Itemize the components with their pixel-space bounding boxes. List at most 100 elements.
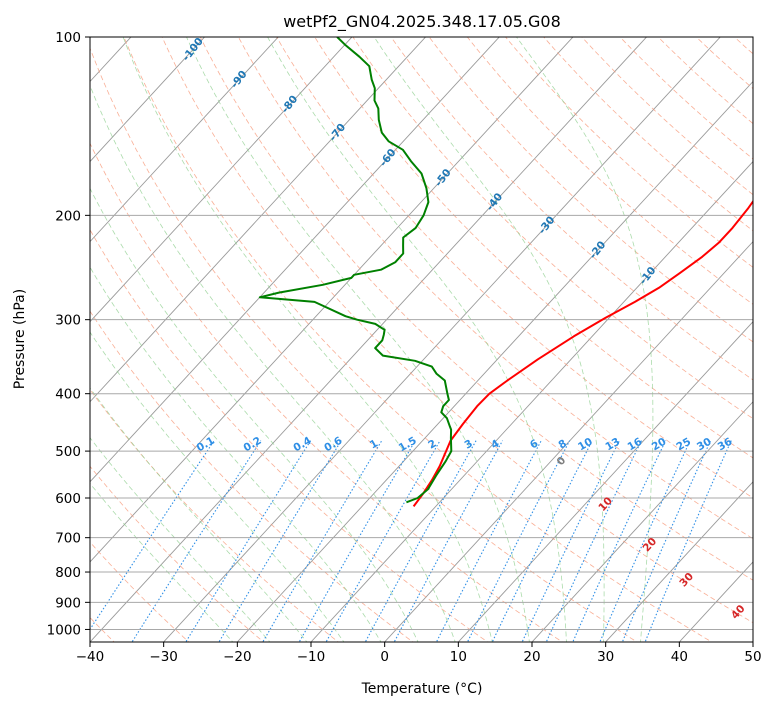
mixing-ratio-line (325, 440, 441, 642)
dry-adiabat-line (123, 37, 713, 642)
dewpoint-profile-line (258, 37, 453, 504)
mixing-ratio-line (572, 440, 667, 642)
y-axis-label: Pressure (hPa) (12, 289, 28, 389)
x-tick-label: 40 (671, 649, 688, 665)
y-tick-label: 400 (55, 387, 81, 403)
x-tick-label: 50 (744, 649, 761, 665)
isotherm-line (752, 641, 753, 642)
x-tick-label: 30 (597, 649, 614, 665)
mixing-ratio-label: 8 (557, 437, 569, 451)
y-tick-label: 100 (55, 30, 81, 46)
isotherm-line (90, 37, 574, 563)
dry-adiabat-line (90, 310, 414, 642)
mixing-ratio-label: 1 (368, 437, 380, 451)
moist-adiabat-line (90, 482, 234, 642)
moist-adiabat-line (90, 387, 308, 642)
mixing-ratio-label: 3 (463, 437, 475, 451)
isotherm-line (90, 37, 500, 483)
mixing-ratio-label: 4 (489, 437, 501, 451)
dry-adiabat-line (276, 37, 753, 499)
x-tick-label: −20 (223, 649, 252, 665)
dry-adiabat-line (237, 37, 753, 540)
y-tick-label: 800 (55, 565, 81, 581)
isotherm-line (90, 37, 648, 642)
isotherm-line (90, 37, 353, 323)
mixing-ratio-label: 6 (528, 437, 540, 451)
mixing-ratio-line (491, 440, 593, 642)
dry-adiabat-line (314, 37, 753, 459)
moist-adiabat-line (122, 37, 493, 642)
dry-adiabat-line (352, 37, 753, 420)
mixing-ratio-line (435, 440, 542, 642)
y-tick-label: 600 (55, 491, 81, 507)
moist-adiabat-line (90, 331, 345, 642)
mixing-ratio-line (218, 440, 342, 642)
x-tick-label: −10 (297, 649, 326, 665)
isotherm-line (457, 321, 753, 642)
isotherm-line (90, 37, 206, 163)
dry-adiabat-line (90, 229, 489, 642)
y-tick-label: 200 (55, 208, 81, 224)
isotherm-line (90, 37, 279, 243)
mixing-ratio-line (393, 440, 504, 642)
chart-title: wetPf2_GN04.2025.348.17.05.G08 (283, 12, 561, 32)
isotherm-line (0, 24, 69, 645)
y-tick-label: 300 (55, 313, 81, 329)
y-tick-label: 700 (55, 531, 81, 547)
x-tick-label: 0 (380, 649, 389, 665)
moist-adiabat-line (186, 37, 530, 642)
dry-adiabat-line (390, 37, 753, 381)
mixing-ratio-line (262, 440, 383, 642)
dry-adiabat-line (199, 37, 753, 581)
mixing-ratio-line (644, 440, 732, 642)
isotherm-line (383, 240, 753, 642)
isotherm-line (310, 160, 753, 642)
mixing-ratio-line (185, 440, 312, 642)
moist-adiabat-line (90, 266, 382, 642)
dry-adiabat-line (90, 47, 638, 642)
dry-adiabat-line (90, 388, 339, 642)
dry-adiabat-line (695, 37, 753, 90)
x-tick-label: −40 (76, 649, 105, 665)
moist-adiabat-line (516, 37, 654, 642)
moist-adiabat-line (373, 37, 605, 642)
moist-adiabat-line (90, 437, 271, 642)
isotherm-line (162, 37, 721, 642)
mixing-ratio-line (90, 440, 215, 631)
temperature-profile-line (412, 199, 753, 507)
mixing-ratio-line (364, 440, 477, 642)
isotherm-line (531, 401, 753, 642)
moist-adiabat-line (90, 84, 456, 642)
y-tick-label: 900 (55, 595, 81, 611)
dry-adiabat-line (428, 37, 753, 343)
mixing-ratio-line (545, 440, 642, 642)
dry-adiabat-line (161, 37, 753, 624)
dry-adiabat-line (733, 37, 753, 55)
isotherm-line (678, 561, 753, 642)
dry-adiabat-line (90, 142, 564, 642)
x-tick-label: −30 (149, 649, 178, 665)
x-axis-label: Temperature (°C) (361, 681, 483, 697)
x-tick-label: 20 (523, 649, 540, 665)
plot-frame (89, 36, 754, 643)
mixing-ratio-line (131, 440, 262, 642)
mixing-ratio-line (466, 440, 571, 642)
dry-adiabat-line (758, 24, 775, 645)
mixing-ratio-line (298, 440, 416, 642)
mixing-ratio-label: 2 (426, 437, 438, 451)
dry-adiabat-line (581, 37, 753, 196)
y-tick-label: 500 (55, 444, 81, 460)
dry-adiabat-line (90, 541, 190, 642)
x-tick-label: 10 (450, 649, 467, 665)
isotherm-line (604, 481, 753, 642)
mixing-ratio-line (521, 440, 620, 642)
theta-e-label: 40 (729, 603, 748, 622)
isotherm-line (236, 80, 753, 642)
dry-adiabat-line (543, 37, 753, 232)
moist-adiabat-line (90, 187, 419, 642)
y-tick-label: 1000 (47, 622, 81, 638)
dry-adiabat-line (619, 37, 753, 160)
dry-adiabat-line (657, 37, 753, 125)
isotherm-line (90, 37, 427, 403)
theta-e-label: 20 (641, 535, 660, 554)
